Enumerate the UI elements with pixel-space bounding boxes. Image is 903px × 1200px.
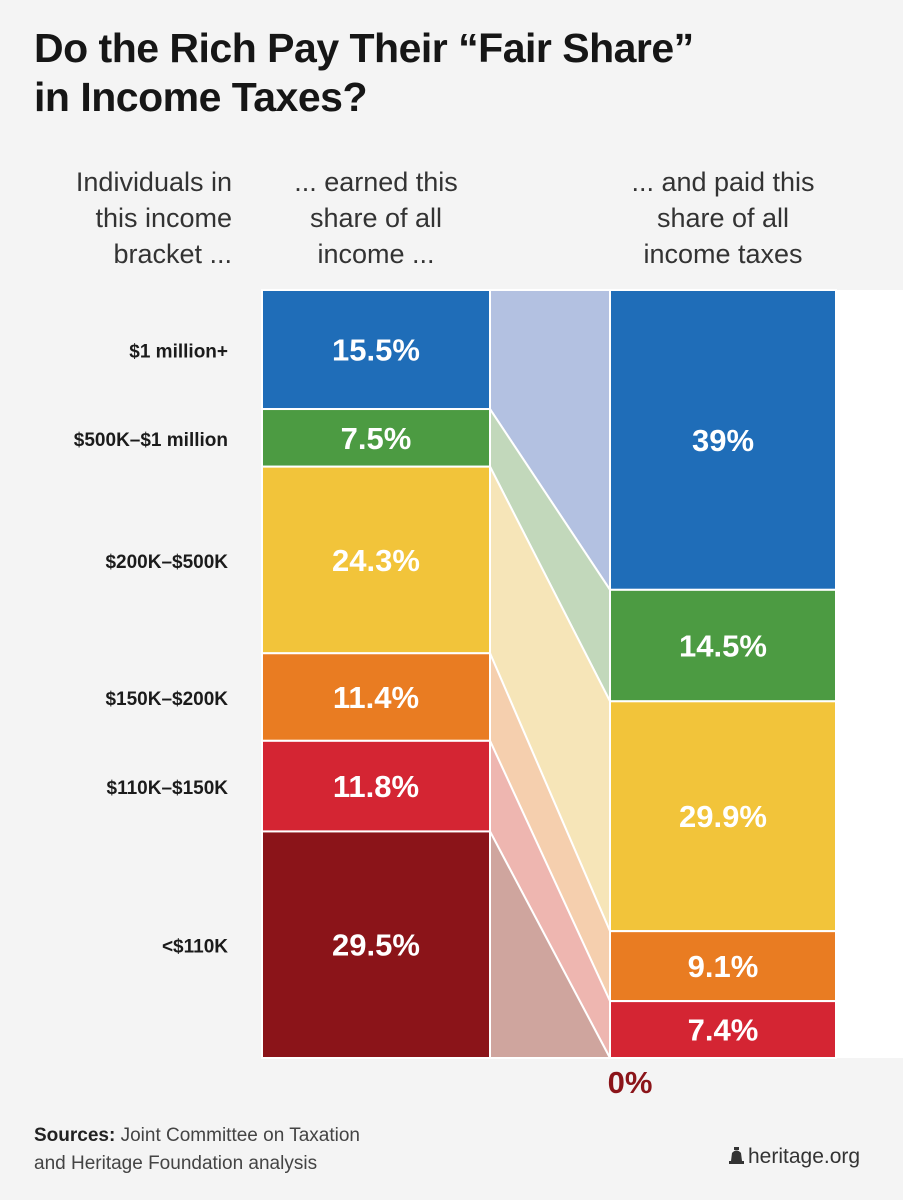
tax-label-0: 39% [692,423,754,458]
tax-label-2: 29.9% [679,799,767,834]
taxes-header-line-3: income taxes [643,239,803,269]
tax-bar-2 [609,700,837,933]
tax-label-3: 9.1% [688,949,759,984]
source-note: Sources: Joint Committee on Taxation and… [34,1122,360,1178]
tax-label-1: 14.5% [679,629,767,664]
income-bar-0 [261,289,491,411]
income-label-1: 7.5% [341,421,412,456]
income-bar-2 [261,465,491,655]
income-bar-1 [261,408,491,468]
income-header-line-1: ... earned this [294,167,458,197]
income-bar-3 [261,652,491,742]
brand-text: heritage.org [748,1145,861,1168]
income-label-4: 11.8% [333,769,419,804]
tax-bar-0 [609,289,837,591]
brackets-column-header: Individuals in this income bracket ... [20,164,232,272]
brackets-header-line-3: bracket ... [113,239,232,269]
title-line-1: Do the Rich Pay Their “Fair Share” [34,25,694,71]
tax-label-4: 7.4% [688,1013,759,1048]
source-line-2: and Heritage Foundation analysis [34,1153,318,1174]
liberty-bell-icon [729,1147,744,1164]
income-column-header: ... earned this share of all income ... [262,164,490,272]
taxes-header-line-2: share of all [656,203,790,233]
income-label-2: 24.3% [332,543,420,578]
chart-title: Do the Rich Pay Their “Fair Share” in In… [34,24,884,122]
taxes-column-header: ... and paid this share of all income ta… [610,164,836,272]
income-header-line-3: income ... [317,239,435,269]
bracket-label-4: $110K–$150K [107,778,229,799]
income-label-5: 29.5% [332,928,420,963]
tax-bar-4 [609,1000,837,1059]
income-label-0: 15.5% [332,333,420,368]
brackets-header-line-2: this income [95,203,232,233]
bracket-label-1: $500K–$1 million [74,430,228,451]
income-label-3: 11.4% [333,680,419,715]
title-line-2: in Income Taxes? [34,74,368,120]
bracket-label-0: $1 million+ [129,342,228,363]
brackets-header-line-1: Individuals in [75,167,232,197]
income-bar-5 [261,830,491,1059]
bracket-label-3: $150K–$200K [105,689,228,710]
stacked-bar-chart: 15.5% $1 million+ 7.5% $500K–$1 million 24.3… [74,289,903,1100]
taxes-header-line-1: ... and paid this [631,167,815,197]
bracket-label-5: <$110K [162,937,228,958]
bracket-label-2: $200K–$500K [105,552,228,573]
income-bar-4 [261,739,491,833]
source-line-1: Joint Committee on Taxation [115,1125,360,1146]
brand-logo: heritage.org [728,1145,860,1169]
tax-label-5: 0% [608,1065,653,1100]
income-header-line-2: share of all [309,203,443,233]
tax-bar-1 [609,588,837,703]
source-label: Sources: [34,1125,116,1146]
tax-bar-3 [609,930,837,1003]
